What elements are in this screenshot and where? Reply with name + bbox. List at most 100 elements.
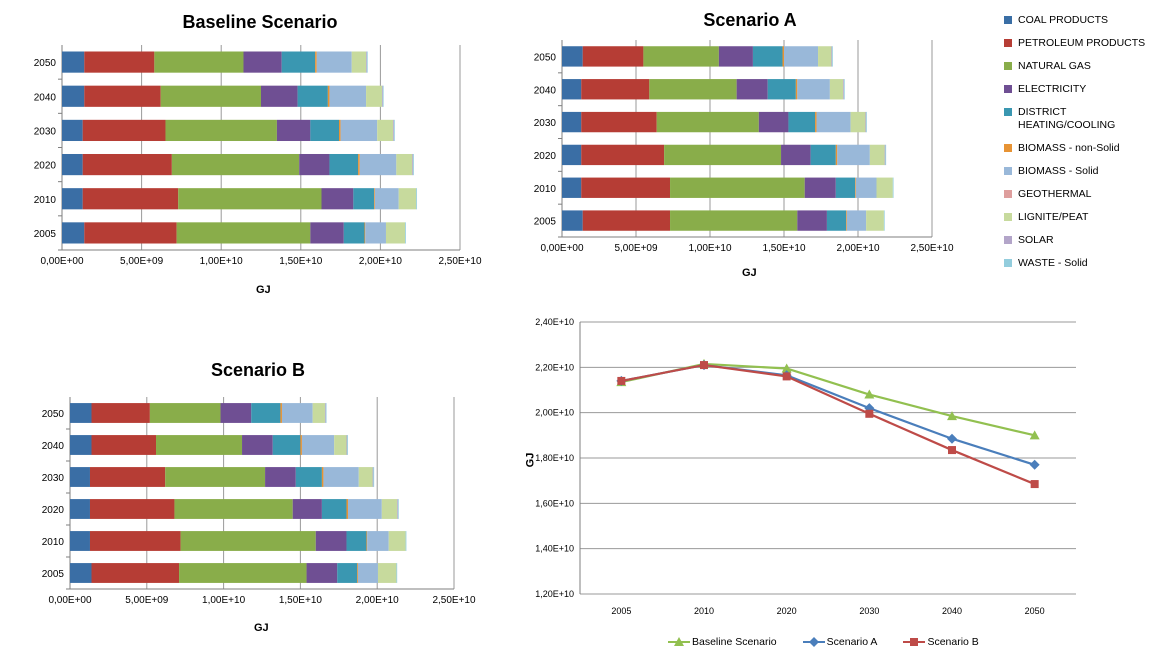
x-tick-label: 1,50E+10: [762, 243, 806, 254]
x-tick-label: 1,00E+10: [200, 256, 244, 267]
bar-segment: [70, 499, 90, 519]
bar-segment: [884, 144, 886, 166]
legend-label: COAL PRODUCTS: [1018, 14, 1109, 26]
legend-swatch: [1004, 39, 1012, 47]
bar-segment: [62, 222, 85, 244]
bar-segment: [351, 51, 367, 73]
bar-segment: [366, 531, 368, 551]
legend-label: LIGNITE/PEAT: [1018, 211, 1089, 223]
chart-title: Scenario B: [210, 360, 306, 380]
bar-segment: [337, 563, 358, 583]
data-point: [782, 372, 791, 381]
data-point: [947, 411, 957, 421]
baseline-bar-chart: Baseline Scenario 0,00E+00 5,00E+09 1,00E+…: [0, 0, 482, 300]
bar-segment: [855, 177, 856, 198]
bar-segment: [374, 188, 375, 210]
legend-swatch: [1004, 16, 1012, 24]
bar-segment: [315, 531, 347, 551]
x-axis-title: GJ: [742, 267, 757, 279]
x-tick-label: 0,00E+00: [540, 243, 584, 254]
chart-title: Scenario A: [703, 10, 797, 30]
bar-segment: [843, 79, 844, 100]
bar-segment: [165, 467, 266, 487]
y-tick-label: 1,60E+10: [535, 498, 574, 508]
bar-segment: [784, 46, 819, 67]
bar-segment: [272, 435, 301, 455]
legend-marker: [903, 637, 926, 647]
bar-segment: [797, 79, 830, 100]
legend-symbol: [808, 637, 819, 647]
legend-swatch: [1004, 190, 1012, 198]
bar-segment: [299, 153, 330, 176]
x-tick-label: 2,50E+10: [910, 243, 954, 254]
bar-segment: [405, 222, 406, 244]
bar-segment: [84, 51, 155, 73]
legend-symbol: [674, 637, 684, 646]
bar-segment: [835, 177, 856, 198]
data-point: [808, 637, 819, 647]
bar-segment: [82, 153, 172, 176]
y-axis-title: GJ: [524, 452, 537, 468]
bar-segment: [366, 51, 367, 73]
bar-segment: [883, 210, 885, 231]
legend-marker: [802, 637, 825, 647]
legend-label: Scenario A: [826, 636, 878, 648]
y-tick-label: 1,20E+10: [535, 589, 574, 599]
legend-item: SOLAR: [1004, 234, 1154, 247]
bar-segment: [855, 177, 877, 198]
bar-segment: [377, 119, 394, 142]
bar-segment: [339, 119, 341, 142]
y-tick-label: 2,20E+10: [535, 362, 574, 372]
bar-segment: [165, 119, 277, 142]
legend-swatch: [1004, 236, 1012, 244]
y-tick-label: 2,40E+10: [535, 317, 574, 327]
bar-segment: [242, 435, 273, 455]
bar-segment: [306, 563, 338, 583]
x-tick-label: 2,50E+10: [438, 256, 482, 267]
bar-segment: [295, 467, 322, 487]
bar-segment: [62, 119, 83, 142]
x-tick-label: 5,00E+09: [120, 256, 164, 267]
x-axis-title: GJ: [254, 622, 269, 634]
bar-segment: [316, 51, 352, 73]
legend-item: PETROLEUM PRODUCTS: [1004, 37, 1154, 50]
data-point: [864, 389, 875, 399]
y-tick-label: 2030: [42, 473, 65, 484]
legend-label: SOLAR: [1018, 234, 1054, 246]
bar-segment: [89, 499, 175, 519]
chart-svg: 0,00E+00 5,00E+09 1,00E+10 1,50E+10 2,00E+10…: [34, 45, 482, 267]
bar-segment: [562, 111, 582, 133]
bar-segment: [346, 435, 348, 455]
bar-segment: [581, 144, 665, 166]
x-tick-label: 1,50E+10: [279, 595, 323, 606]
bar-segment: [397, 499, 399, 519]
y-tick-label: 2020: [42, 505, 65, 516]
x-tick-label: 1,00E+10: [202, 595, 246, 606]
bar-segment: [91, 563, 180, 583]
bar-segment: [758, 111, 789, 133]
data-point: [1029, 459, 1040, 470]
bar-segment: [885, 144, 887, 166]
bar-segment: [788, 111, 816, 133]
bar-segment: [373, 467, 375, 487]
legend-item: Scenario A: [802, 636, 878, 648]
legend-item: COAL PRODUCTS: [1004, 14, 1154, 27]
legend-label: ELECTRICITY: [1018, 83, 1087, 95]
y-tick-label: 2050: [34, 58, 57, 69]
bar-segment: [346, 531, 367, 551]
line-chart-legend: Baseline Scenario Scenario A Scenario B: [668, 636, 1005, 648]
bar-segment: [357, 563, 358, 583]
bar-segment: [393, 119, 395, 142]
series-line: [621, 363, 1035, 466]
legend-label: GEOTHERMAL: [1018, 188, 1092, 200]
y-tick-label: 1,40E+10: [535, 544, 574, 554]
bar-segment: [89, 531, 181, 551]
bar-segment: [70, 531, 90, 551]
bar-segment: [62, 153, 83, 176]
chart-title: Baseline Scenario: [182, 12, 338, 32]
bar-segment: [310, 222, 344, 244]
bar-segment: [340, 119, 378, 142]
bar-segment: [892, 177, 894, 198]
bar-segment: [797, 210, 827, 231]
legend-item: Scenario B: [903, 636, 979, 648]
